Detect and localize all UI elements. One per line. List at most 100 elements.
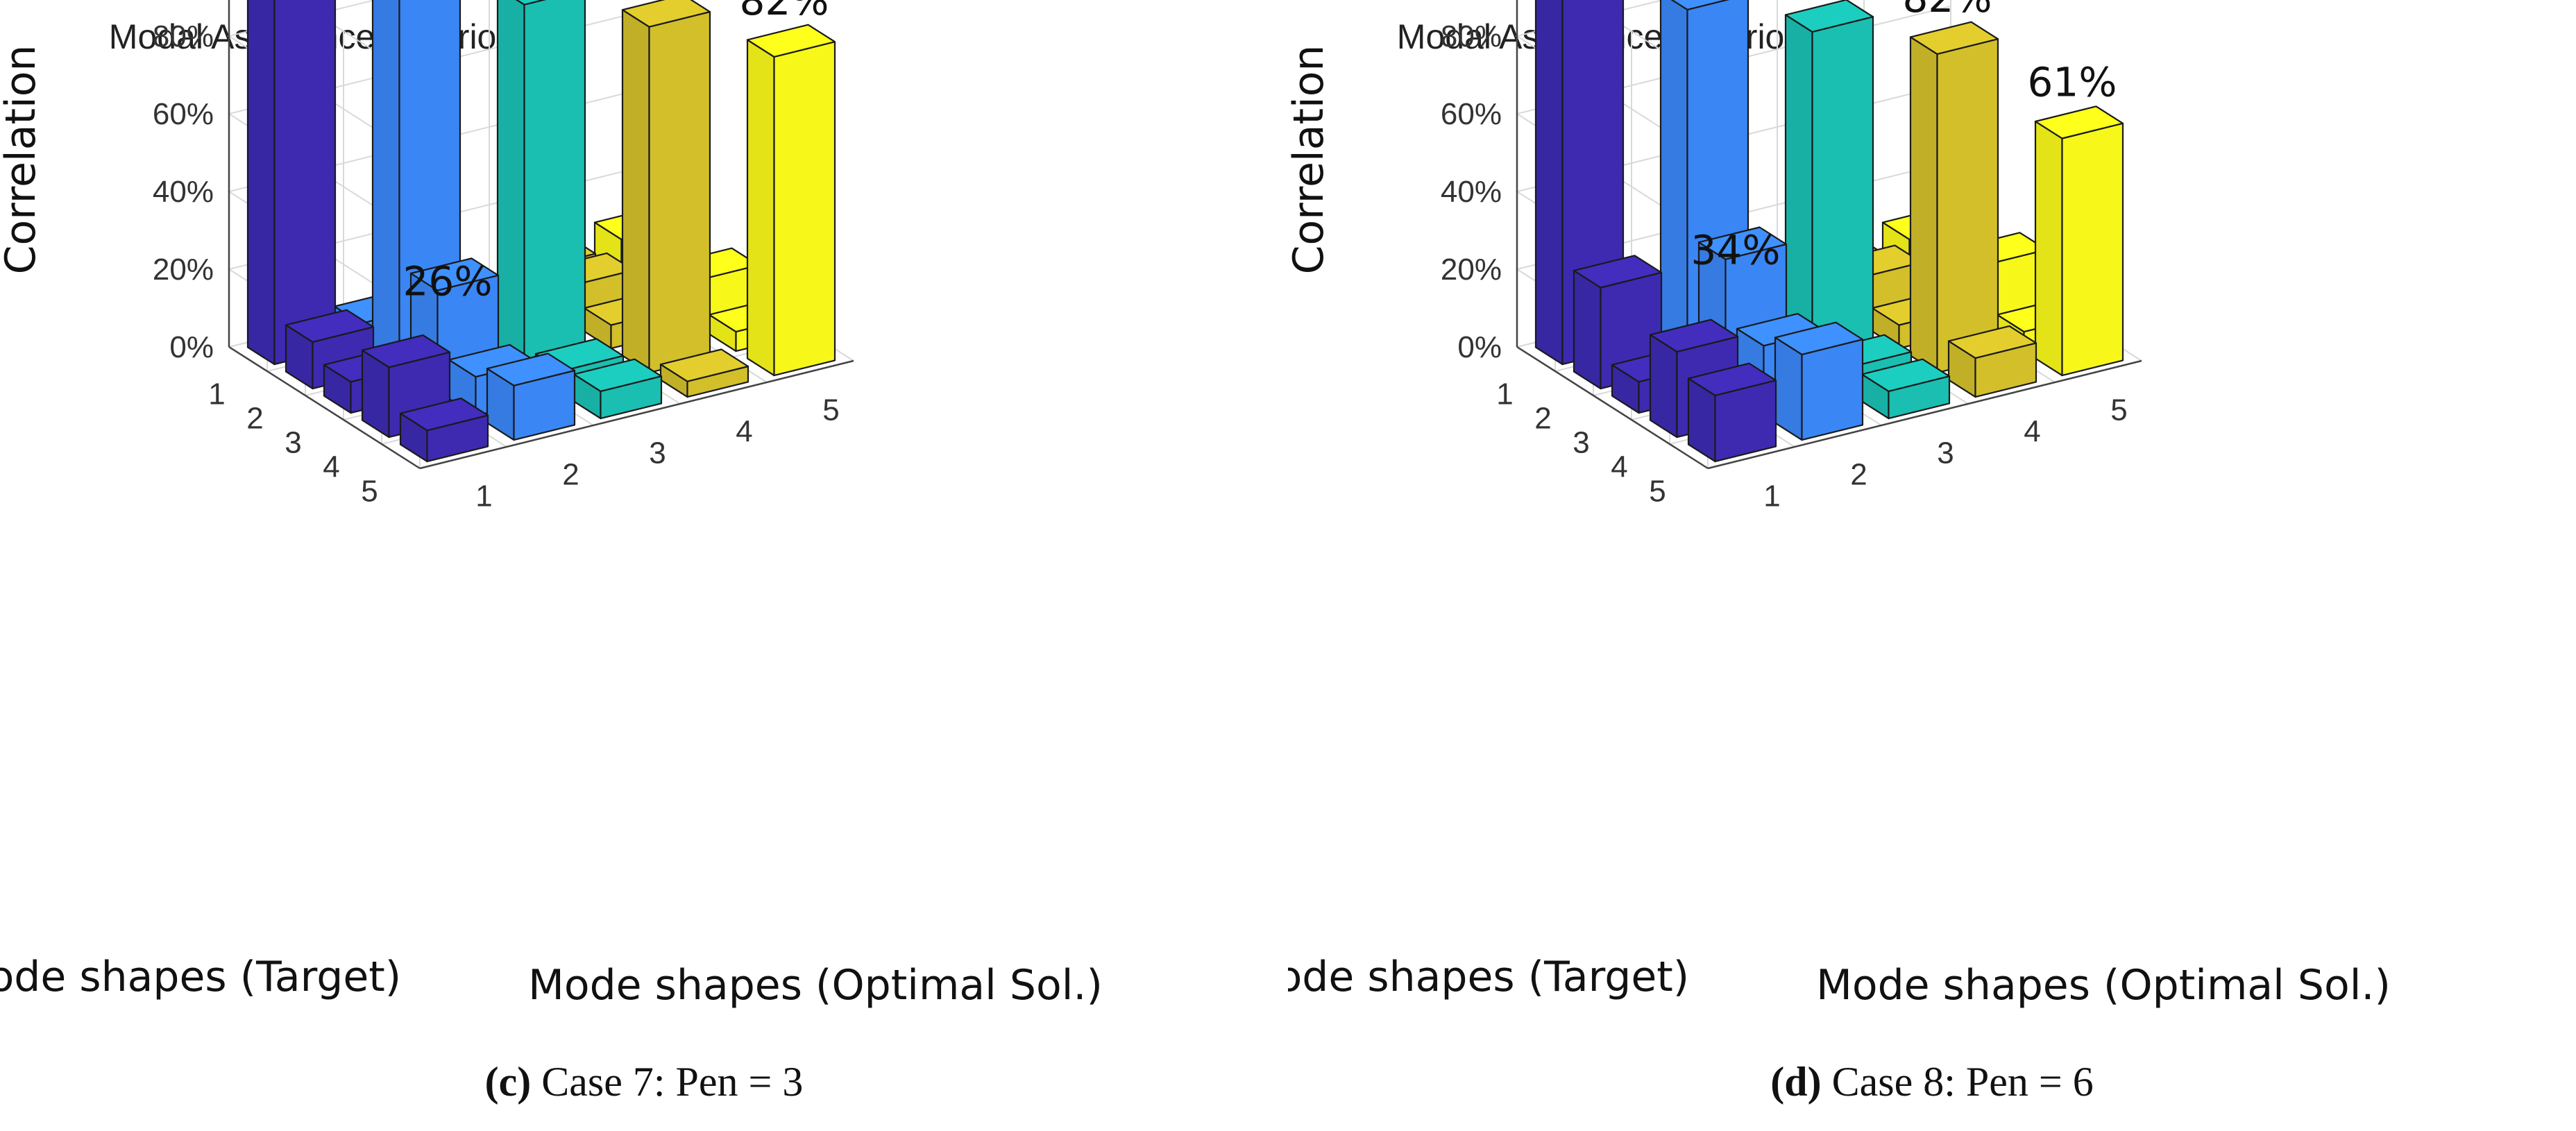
bar-top-face [486, 352, 576, 386]
z-tick-label: 20% [1441, 253, 1502, 287]
optimal-tick-label: 3 [1937, 436, 1954, 470]
bar-top-face [1861, 358, 1951, 393]
target-axis-line [228, 346, 421, 470]
optimal-tick-label: 1 [1763, 479, 1780, 513]
bar-top-face [1649, 318, 1739, 352]
z-axis-label: Correlation [1288, 45, 1333, 275]
target-tick-label: 3 [285, 426, 301, 460]
chart-panel-case8: Modal Assurance Criterion0%20%40%60%80%1… [1288, 0, 2576, 1131]
bar-top-face [285, 309, 375, 343]
caption-letter: (d) [1770, 1059, 1822, 1105]
z-tick-label: 40% [1441, 175, 1502, 209]
bar-front-face [273, 0, 337, 366]
optimal-tick-label: 1 [475, 479, 492, 513]
bar-r5-c4 [659, 348, 749, 398]
bar-top-face [659, 348, 749, 382]
z-tick-label: 60% [153, 97, 214, 131]
figure-caption-case8: (d) Case 8: Pen = 6 [1288, 1058, 2576, 1106]
value-labels: 100%92%87%82%61%34% [1691, 0, 2117, 274]
mac-3d-bar-chart-case8: Modal Assurance Criterion0%20%40%60%80%1… [1288, 0, 2391, 1010]
target-tick-label: 2 [1534, 402, 1551, 436]
bars [1534, 0, 2124, 463]
chart-panel-case7: Modal Assurance Criterion0%20%40%60%80%1… [0, 0, 1288, 1106]
optimal-tick-label: 2 [1850, 458, 1867, 492]
bar-r5-c2 [486, 352, 576, 441]
bar-side-face [1659, 0, 1688, 368]
target-tick-label: 1 [1496, 377, 1513, 411]
bar-top-face [621, 0, 711, 28]
z-tick-label: 0% [169, 330, 214, 364]
target-axis-label: Mode shapes (Target) [0, 953, 401, 1001]
bar-r3-c3 [1784, 0, 1874, 371]
bar-r5-c5 [2034, 105, 2124, 377]
target-tick-label: 1 [208, 377, 225, 411]
bar-top-face [1670, 0, 1730, 10]
z-axis-label: Correlation [0, 45, 45, 275]
bar-top-face [2034, 105, 2124, 139]
optimal-axis-label: Mode shapes (Optimal Sol.) [1816, 961, 2391, 1010]
target-axis-label: Mode shapes (Target) [1288, 953, 1689, 1001]
bar-side-face [1534, 0, 1564, 366]
target-tick-label: 4 [323, 450, 339, 484]
bar-side-face [621, 9, 650, 374]
bar-top-face [399, 397, 489, 432]
target-tick-label: 5 [1649, 475, 1666, 509]
figure-caption-case7: (c) Case 7: Pen = 3 [0, 1058, 1288, 1106]
target-tick-label: 4 [1611, 450, 1627, 484]
optimal-tick-label: 3 [649, 436, 666, 470]
bar-top-face [1573, 255, 1663, 289]
z-tick-label: 40% [153, 175, 214, 209]
bar-front-face [523, 0, 586, 371]
bar-r5-c4 [1947, 325, 2037, 398]
optimal-tick-label: 2 [562, 458, 579, 492]
optimal-tick-label: 5 [2110, 393, 2127, 427]
bar-front-face [773, 41, 836, 377]
caption-text: Case 8: Pen = 6 [1831, 1059, 2094, 1105]
bar-top-face [746, 24, 836, 58]
bar-top-face [409, 257, 500, 291]
caption-text: Case 7: Pen = 3 [541, 1059, 804, 1105]
bar-r4-c4 [1909, 21, 1999, 374]
bar-r4-c4 [621, 0, 711, 374]
bar-r1-c1 [246, 0, 337, 366]
bar-front-face [2061, 122, 2124, 377]
bar-top-face [1697, 226, 1788, 260]
caption-letter: (c) [484, 1059, 532, 1105]
optimal-tick-label: 4 [2024, 415, 2040, 449]
bar-top-face [361, 334, 451, 368]
bar-side-face [246, 0, 276, 366]
z-tick-label: 0% [1457, 330, 1502, 364]
bar-side-face [1649, 334, 1678, 439]
bar-top-face [1909, 21, 1999, 56]
bar-value-label: 82% [740, 0, 829, 24]
z-tick-label: 60% [1441, 97, 1502, 131]
bar-top-face [1947, 325, 2037, 359]
z-gridline [293, 0, 421, 80]
target-tick-label: 3 [1573, 426, 1589, 460]
target-tick-label: 5 [361, 475, 378, 509]
bar-front-face [648, 10, 711, 374]
bar-r5-c3 [1861, 358, 1951, 420]
bar-top-face [1784, 0, 1874, 33]
bar-value-label: 34% [1691, 227, 1781, 274]
optimal-tick-label: 5 [822, 393, 839, 427]
z-tick-label: 20% [153, 253, 214, 287]
optimal-axis-line [1707, 359, 2142, 470]
bar-side-face [1573, 269, 1602, 390]
bar-r5-c1 [399, 397, 489, 463]
bar-side-face [371, 0, 400, 368]
bar-r5-c1 [1687, 362, 1777, 463]
bars [246, 0, 836, 463]
optimal-axis-label: Mode shapes (Optimal Sol.) [528, 961, 1103, 1010]
bar-side-face [1774, 337, 1803, 441]
value-labels: 100%95%94%89%82%26% [403, 0, 829, 305]
bar-side-face [2034, 120, 2063, 377]
bar-front-face [1811, 16, 1874, 371]
bar-r3-c3 [496, 0, 586, 371]
bar-r5-c5 [746, 24, 836, 377]
bar-r5-c3 [573, 358, 663, 420]
z-tick-label: 80% [1441, 19, 1502, 53]
bar-top-face [1687, 362, 1777, 397]
bar-top-face [1774, 321, 1864, 355]
bar-r5-c2 [1774, 321, 1864, 441]
